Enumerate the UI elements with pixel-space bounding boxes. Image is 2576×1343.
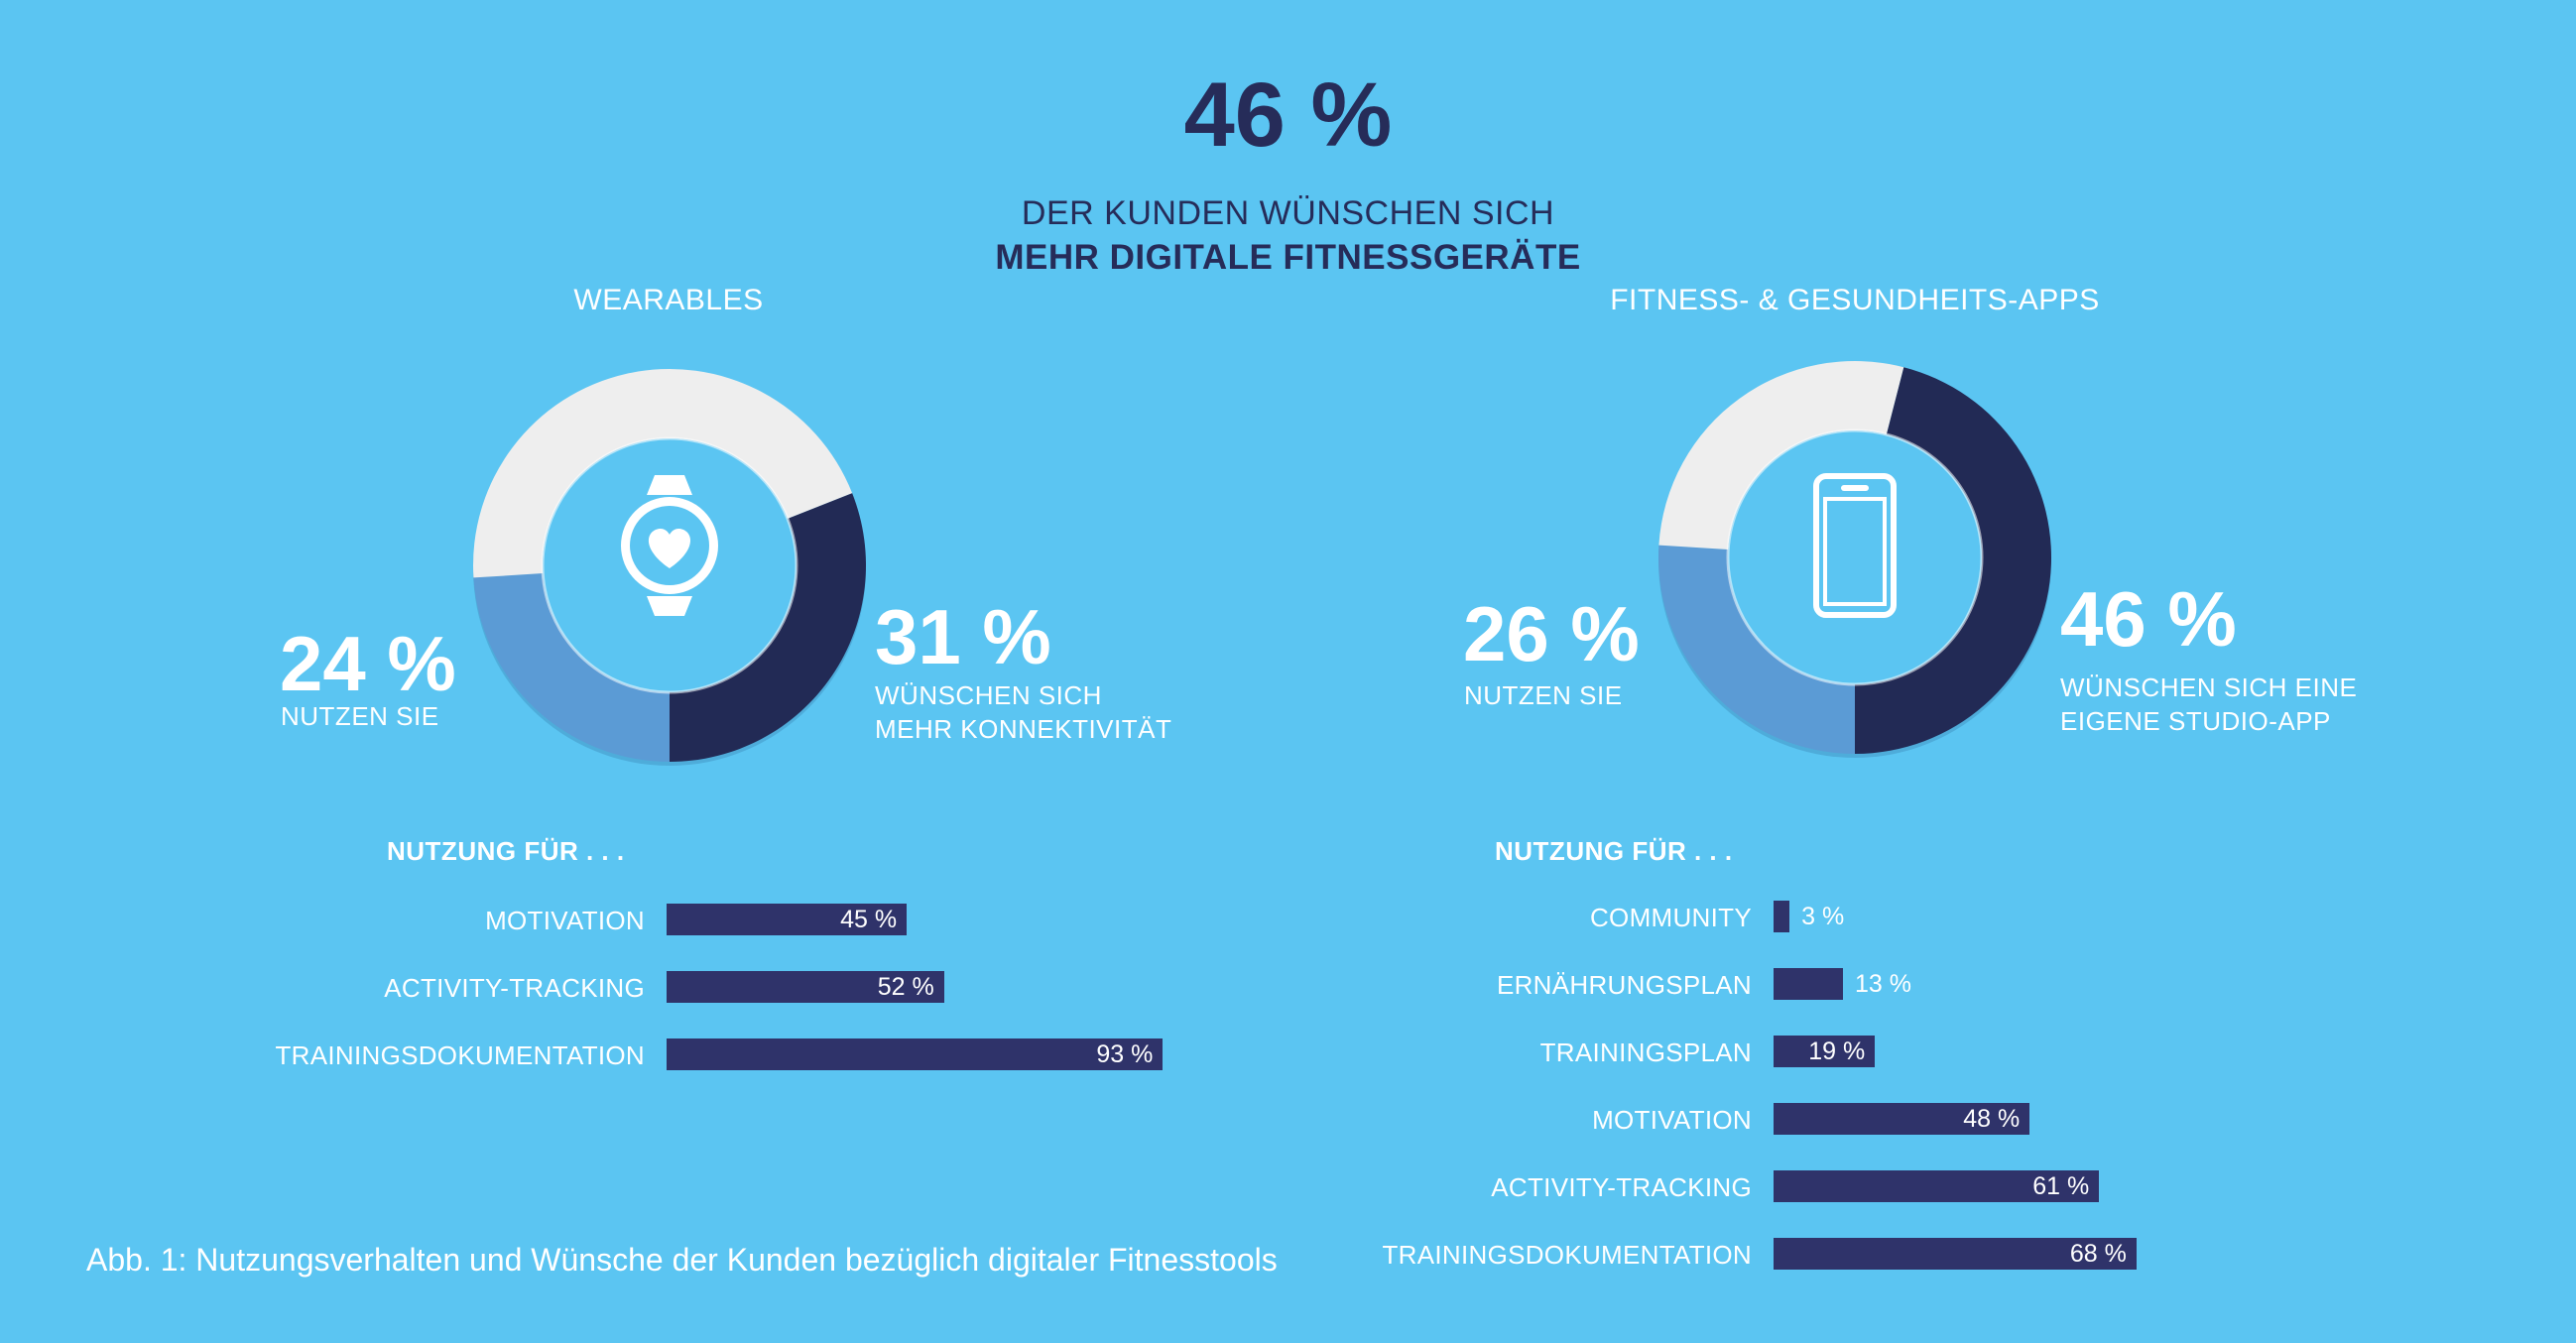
bar-value-label: 45 %: [840, 906, 898, 933]
bar: [1774, 1170, 2100, 1202]
apps-title: FITNESS- & GESUNDHEITS-APPS: [1610, 284, 2100, 316]
headline-line-2: MEHR DIGITALE FITNESSGERÄTE: [995, 238, 1581, 277]
right-usage-heading: NUTZUNG FÜR . . .: [1495, 836, 1733, 866]
wearables-wish-label-1: WÜNSCHEN SICH: [875, 680, 1102, 710]
apps-wish-percent: 46 %: [2060, 575, 2237, 663]
bar-category-label: TRAININGSPLAN: [1539, 1038, 1752, 1067]
headline-percentage: 46 %: [1183, 64, 1393, 166]
bar-value-label: 3 %: [1801, 903, 1845, 930]
bar-category-label: COMMUNITY: [1589, 903, 1752, 932]
apps-donut-segment-3: [1658, 361, 1904, 549]
wearables-donut-segment-1: [670, 493, 866, 762]
smartwatch-heart-icon: [621, 475, 718, 616]
left-usage-heading: NUTZUNG FÜR . . .: [387, 836, 625, 866]
apps-wish-label-2: EIGENE STUDIO-APP: [2060, 706, 2331, 736]
bar: [1774, 968, 1843, 1000]
smartphone-icon: [1813, 473, 1897, 618]
wearables-usage-percent: 24 %: [280, 620, 456, 707]
headline-line-1: DER KUNDEN WÜNSCHEN SICH: [1021, 194, 1555, 232]
bar-category-label: MOTIVATION: [485, 906, 645, 935]
bar: [1774, 1103, 2030, 1135]
bar: [667, 1038, 1164, 1070]
bar-value-label: 48 %: [1963, 1105, 2021, 1133]
bar-category-label: TRAININGSDOKUMENTATION: [1382, 1240, 1752, 1270]
apps-wish-label-1: WÜNSCHEN SICH EINE: [2060, 672, 2358, 702]
bar-value-label: 52 %: [877, 973, 934, 1001]
bar: [1774, 1238, 2137, 1270]
wearables-title: WEARABLES: [573, 284, 764, 316]
bar-category-label: ERNÄHRUNGSPLAN: [1496, 970, 1752, 1000]
wearables-donut-segment-3: [473, 368, 853, 578]
bar: [667, 971, 944, 1003]
bar: [1774, 901, 1790, 932]
apps-usage-percent: 26 %: [1463, 590, 1640, 677]
apps-donut-segment-2: [1658, 545, 1855, 754]
wearables-usage-label: NUTZEN SIE: [281, 701, 439, 731]
apps-donut-chart: [1658, 361, 2051, 758]
wearables-wish-label-2: MEHR KONNEKTIVITÄT: [875, 714, 1172, 744]
bar-value-label: 61 %: [2032, 1172, 2090, 1200]
bar-value-label: 19 %: [1808, 1038, 1866, 1065]
wearables-wish-percent: 31 %: [875, 593, 1051, 680]
figure-caption: Abb. 1: Nutzungsverhalten und Wünsche de…: [86, 1242, 1278, 1278]
bar-value-label: 13 %: [1854, 970, 1911, 998]
bar: [667, 904, 908, 935]
bar-category-label: ACTIVITY-TRACKING: [1491, 1172, 1752, 1202]
bar-category-label: MOTIVATION: [1592, 1105, 1752, 1135]
apps-donut-hole: [1726, 428, 1984, 686]
wearables-donut-segment-2: [473, 573, 670, 762]
bar-category-label: TRAININGSDOKUMENTATION: [275, 1040, 645, 1070]
bar-value-label: 93 %: [1096, 1040, 1154, 1068]
apps-donut-segment-1: [1855, 367, 2051, 755]
apps-usage-label: NUTZEN SIE: [1464, 680, 1623, 710]
bar: [1774, 1036, 1876, 1067]
bar-category-label: ACTIVITY-TRACKING: [384, 973, 645, 1003]
bar-value-label: 68 %: [2069, 1240, 2127, 1268]
